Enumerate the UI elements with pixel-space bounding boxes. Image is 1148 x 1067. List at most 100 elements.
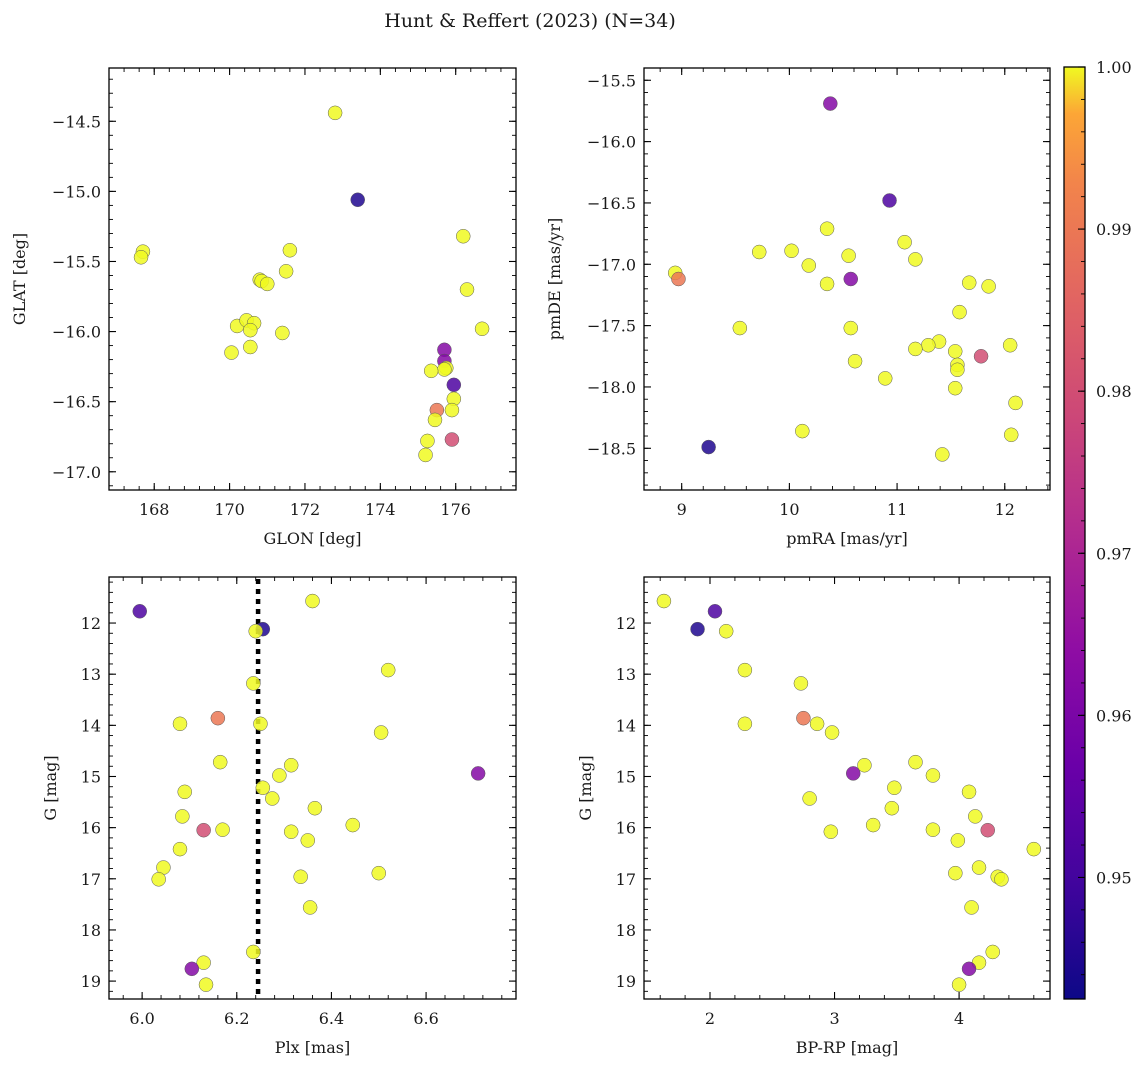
data-point [380,662,396,678]
data-point [843,320,859,336]
y-tick-label: −18.0 [587,378,636,397]
major-ticks [644,577,1050,999]
panel-4: 2 3 4 12 13 14 15 16 17 18 19 BP-RP [mag] G [mag] [576,576,1051,1057]
data-point [177,784,192,800]
data-point [961,961,977,977]
data-point [950,833,966,848]
y-tick-label: −16.0 [587,133,636,152]
axes-frame [108,67,517,491]
x-tick-label: 2 [705,1009,715,1028]
data-point [184,961,200,977]
x-tick-label: 6.4 [319,1009,344,1028]
y-tick-label: −17.5 [587,317,636,336]
data-point [172,841,188,857]
data-point [968,809,983,824]
colorbar-tick-label: 0.95 [1096,868,1132,887]
data-point [371,865,387,881]
x-tick-label: 172 [290,500,321,519]
x-tick-label: 3 [829,1009,839,1028]
axes-frame [643,67,1051,491]
data-point [947,380,963,396]
data-point [172,716,188,732]
data-point [327,105,343,121]
x-tick-label: 168 [139,500,170,519]
y-axis-label: G [mag] [41,755,60,820]
data-point [215,822,230,837]
data-point [444,432,460,447]
data-point [278,264,294,279]
colorbar-tick-label: 1.00 [1096,58,1132,77]
y-tick-label: −16.0 [52,323,101,342]
data-point [175,809,190,824]
data-point [255,780,271,795]
data-point [656,593,672,609]
data-point [809,716,825,732]
data-point [246,944,261,960]
y-tick-label: 13 [81,665,101,684]
axes-frame [108,576,517,1000]
data-point [845,766,861,781]
colorbar-tick-label: 0.97 [1096,544,1132,563]
data-point [272,768,287,783]
data-point [908,754,923,770]
x-tick-label: 6.0 [129,1009,154,1028]
data-point [994,872,1009,887]
colorbar-tick-label: 0.98 [1096,382,1132,401]
figure-title: Hunt & Reffert (2023) (N=34) [384,10,676,32]
data-point [283,824,299,839]
data-point [305,593,320,609]
data-point [283,757,299,773]
data-point [823,824,839,839]
y-tick-label: 18 [616,921,636,940]
colorbar-tick-label: 0.99 [1096,220,1132,239]
data-point [243,322,258,338]
data-point [884,800,900,816]
data-point [275,325,290,341]
data-point [1026,841,1042,857]
data-point [671,271,686,287]
data-point [246,676,261,691]
x-axis-label: Plx [mas] [275,1038,350,1057]
data-point [961,784,977,800]
y-tick-label: 16 [616,819,636,838]
data-point [981,279,996,294]
data-point [212,754,228,770]
data-point [1008,395,1023,411]
data-point [793,676,809,691]
x-tick-label: 4 [954,1009,964,1028]
y-tick-label: 14 [81,716,101,735]
data-point [925,768,941,783]
data-point [980,822,995,838]
y-tick-label: 19 [81,972,101,991]
data-point [1003,427,1019,443]
panel-3: 6.0 6.2 6.4 6.6 12 13 14 15 16 17 18 19 Plx [mas] G [… [41,576,517,1057]
y-tick-label: 16 [81,819,101,838]
data-point [801,258,817,273]
data-point [243,339,258,355]
data-point [300,833,316,848]
y-axis-label: pmDE [mas/yr] [545,218,564,341]
x-tick-label: 10 [779,500,799,519]
data-point [865,817,881,833]
data-point [951,977,967,992]
data-point [265,791,280,806]
x-tick-label: 174 [365,500,396,519]
x-tick-label: 11 [887,500,907,519]
data-point [470,766,486,781]
data-point [707,604,723,619]
data-point [887,780,902,795]
axes-frame [643,576,1051,1000]
data-point [459,282,475,297]
y-tick-label: −17.0 [587,255,636,274]
y-tick-label: −18.5 [587,439,636,458]
data-point [882,193,897,208]
data-point [302,900,318,915]
x-tick-label: 9 [677,500,687,519]
data-point [350,192,365,208]
data-point [427,412,443,428]
minor-ticks [109,577,516,999]
y-axis-label: GLAT [deg] [10,233,29,325]
data-point [795,423,810,439]
data-point [446,377,462,393]
